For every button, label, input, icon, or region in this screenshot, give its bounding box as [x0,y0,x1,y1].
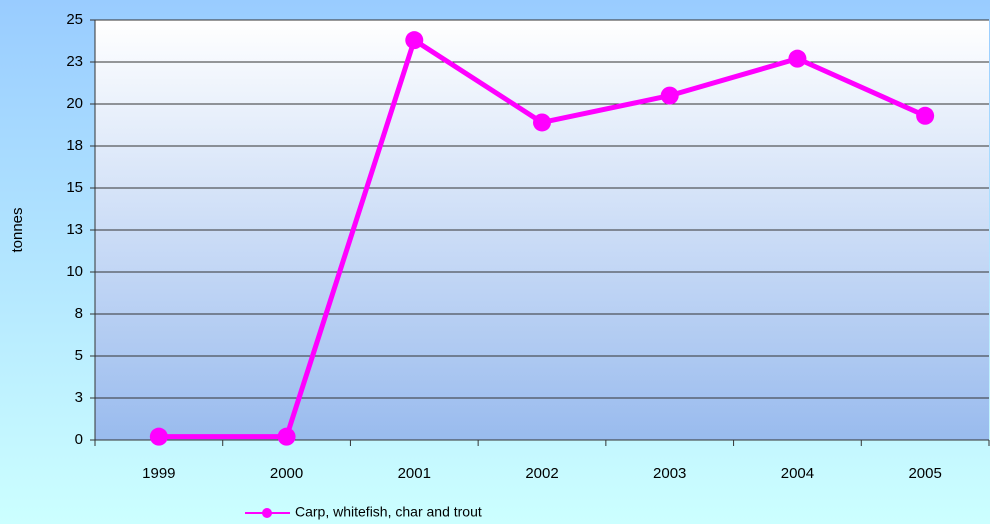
y-tick-label: 20 [66,95,83,112]
y-tick-label: 18 [66,137,83,154]
x-tick-label: 2000 [270,465,303,482]
y-tick-label: 10 [66,263,83,280]
y-tick-label: 13 [66,221,83,238]
data-point [660,86,679,105]
y-tick-label: 23 [66,53,83,70]
x-tick-label: 2005 [908,465,941,482]
data-point [533,113,551,132]
x-tick-label: 2003 [653,465,686,482]
y-tick-label: 15 [66,179,83,196]
data-point [788,49,807,68]
data-point [149,427,168,446]
data-point [916,106,935,125]
y-tick-label: 0 [75,431,83,448]
data-point [405,31,424,50]
y-tick-label: 25 [66,11,83,28]
x-tick-label: 2004 [781,465,814,482]
y-tick-label: 5 [75,347,83,364]
x-tick-label: 2002 [525,465,558,482]
y-tick-label: 3 [75,389,83,406]
x-tick-label: 1999 [142,465,175,482]
x-tick-label: 2001 [398,465,431,482]
data-point [277,427,296,446]
y-axis-label: tonnes [9,207,26,252]
y-tick-label: 8 [75,305,83,322]
legend-marker [262,508,272,518]
legend-label: Carp, whitefish, char and trout [295,504,482,520]
